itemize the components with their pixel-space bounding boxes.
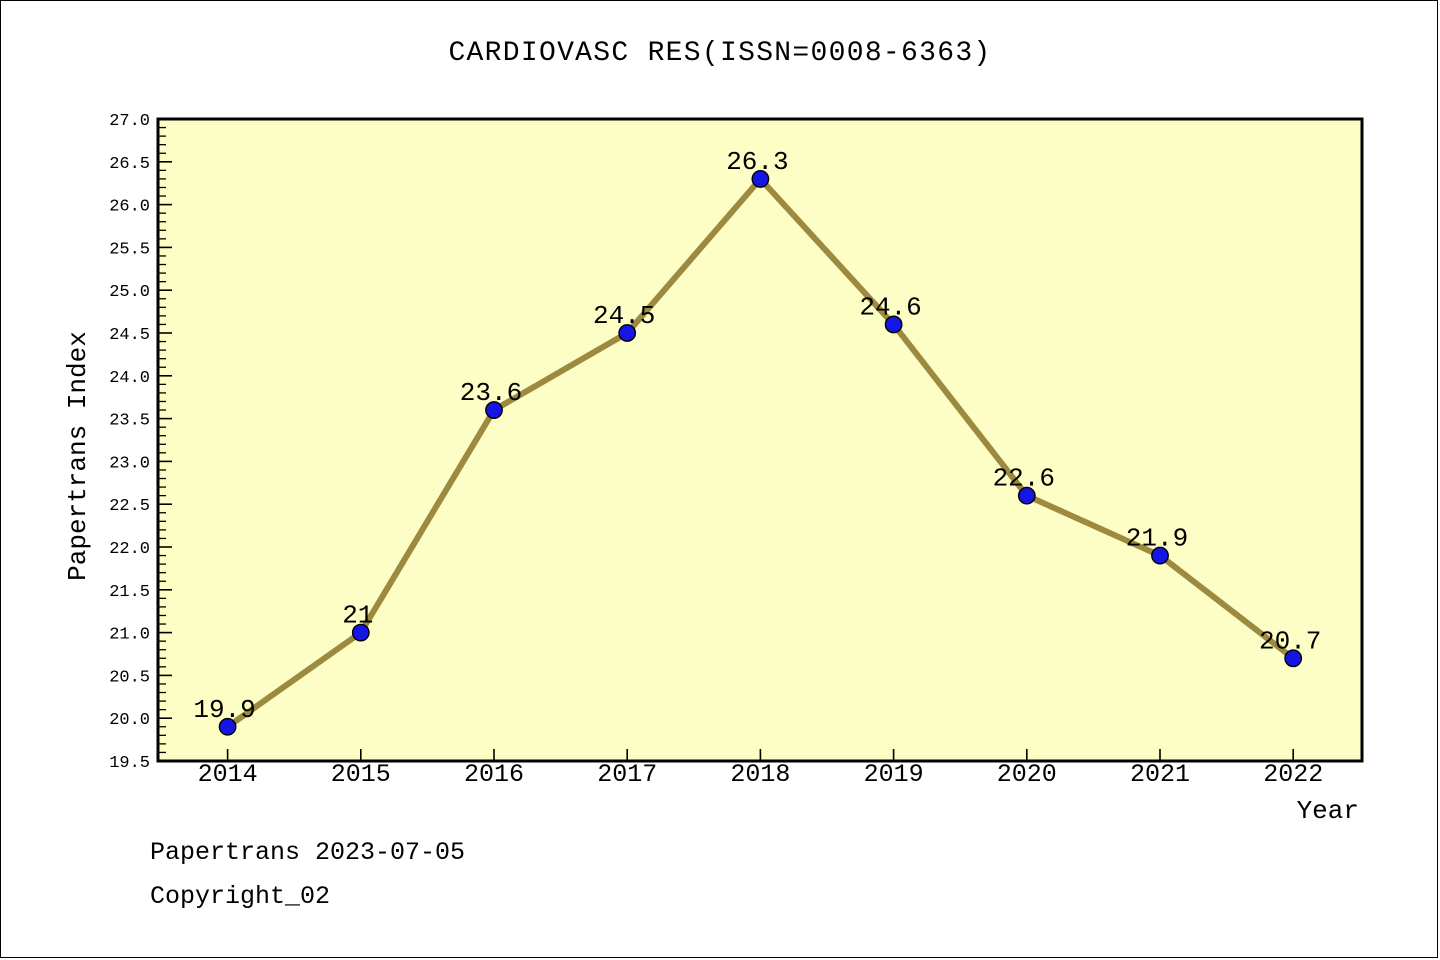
svg-text:Papertrans Index: Papertrans Index [63, 331, 93, 581]
svg-text:27.0: 27.0 [109, 112, 150, 131]
svg-text:2019: 2019 [864, 760, 924, 789]
svg-text:22.5: 22.5 [109, 497, 150, 516]
svg-text:25.0: 25.0 [109, 283, 150, 302]
svg-text:2022: 2022 [1263, 760, 1323, 789]
svg-text:21.9: 21.9 [1126, 524, 1188, 554]
svg-text:25.5: 25.5 [109, 240, 150, 259]
svg-text:19.9: 19.9 [193, 695, 255, 725]
svg-text:26.5: 26.5 [109, 155, 150, 174]
svg-text:23.6: 23.6 [460, 378, 522, 408]
svg-text:22.0: 22.0 [109, 540, 150, 559]
svg-text:22.6: 22.6 [993, 464, 1055, 494]
svg-text:2015: 2015 [331, 760, 391, 789]
svg-text:26.0: 26.0 [109, 198, 150, 217]
svg-text:24.5: 24.5 [109, 326, 150, 345]
svg-text:2017: 2017 [597, 760, 657, 789]
svg-text:21: 21 [342, 601, 373, 631]
svg-text:23.5: 23.5 [109, 412, 150, 431]
svg-text:24.0: 24.0 [109, 369, 150, 388]
svg-text:20.5: 20.5 [109, 668, 150, 687]
svg-text:2014: 2014 [198, 760, 258, 789]
svg-text:26.3: 26.3 [726, 147, 788, 177]
svg-text:21.5: 21.5 [109, 583, 150, 602]
svg-text:2021: 2021 [1130, 760, 1190, 789]
svg-text:19.5: 19.5 [109, 754, 150, 773]
svg-text:24.6: 24.6 [859, 292, 921, 322]
svg-text:2020: 2020 [997, 760, 1057, 789]
svg-text:20.0: 20.0 [109, 711, 150, 730]
svg-text:21.0: 21.0 [109, 626, 150, 645]
svg-text:Year: Year [1297, 796, 1359, 826]
svg-text:20.7: 20.7 [1259, 626, 1321, 656]
svg-text:24.5: 24.5 [593, 301, 655, 331]
svg-text:2018: 2018 [730, 760, 790, 789]
svg-text:23.0: 23.0 [109, 454, 150, 473]
svg-text:2016: 2016 [464, 760, 524, 789]
